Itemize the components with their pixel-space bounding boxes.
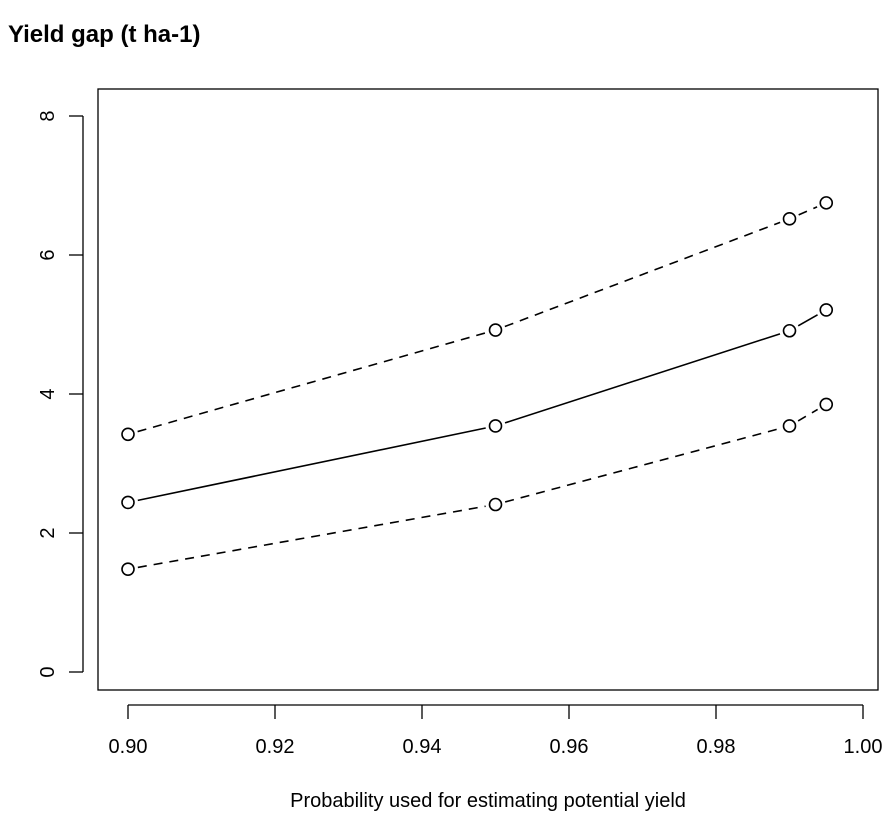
series-segment xyxy=(504,221,781,328)
x-tick-label: 1.00 xyxy=(844,736,883,758)
x-tick-label: 0.90 xyxy=(109,736,148,758)
x-tick-label: 0.92 xyxy=(256,736,295,758)
series-segment xyxy=(137,505,486,569)
data-point xyxy=(819,397,834,412)
data-point xyxy=(782,419,797,433)
data-point xyxy=(121,562,135,576)
series-segment xyxy=(137,332,487,433)
data-point xyxy=(488,419,503,433)
data-point xyxy=(121,427,135,442)
x-tick-label: 0.94 xyxy=(403,736,442,758)
series-segment xyxy=(798,206,818,216)
series-segment xyxy=(504,333,781,424)
x-axis-label: Probability used for estimating potentia… xyxy=(290,790,686,812)
series-segment xyxy=(137,427,486,502)
series-segment xyxy=(797,314,818,327)
data-point xyxy=(121,495,135,510)
y-tick-label: 6 xyxy=(37,249,59,260)
data-point xyxy=(488,497,503,512)
x-axis: 0.90 0.92 0.94 0.96 0.98 1.00 xyxy=(109,704,883,758)
y-tick-label: 2 xyxy=(37,527,59,538)
x-tick-label: 0.98 xyxy=(697,736,736,758)
data-point xyxy=(782,323,797,338)
y-tick-label: 8 xyxy=(37,110,59,121)
plot-frame xyxy=(97,88,879,691)
data-point xyxy=(782,212,797,226)
series-3 xyxy=(121,397,834,576)
data-point xyxy=(488,323,503,337)
x-tick-label: 0.96 xyxy=(550,736,589,758)
series-2 xyxy=(121,303,834,510)
series-segment xyxy=(797,408,819,422)
y-tick-label: 4 xyxy=(37,388,59,399)
data-point xyxy=(819,196,834,210)
y-axis: 0 2 4 6 8 xyxy=(37,110,84,678)
series-segment xyxy=(504,427,781,503)
series-1 xyxy=(121,196,834,442)
y-tick-label: 0 xyxy=(37,666,59,677)
chart-title: Yield gap (t ha-1) xyxy=(8,21,200,48)
series-layer xyxy=(121,196,834,576)
data-point xyxy=(819,303,834,317)
